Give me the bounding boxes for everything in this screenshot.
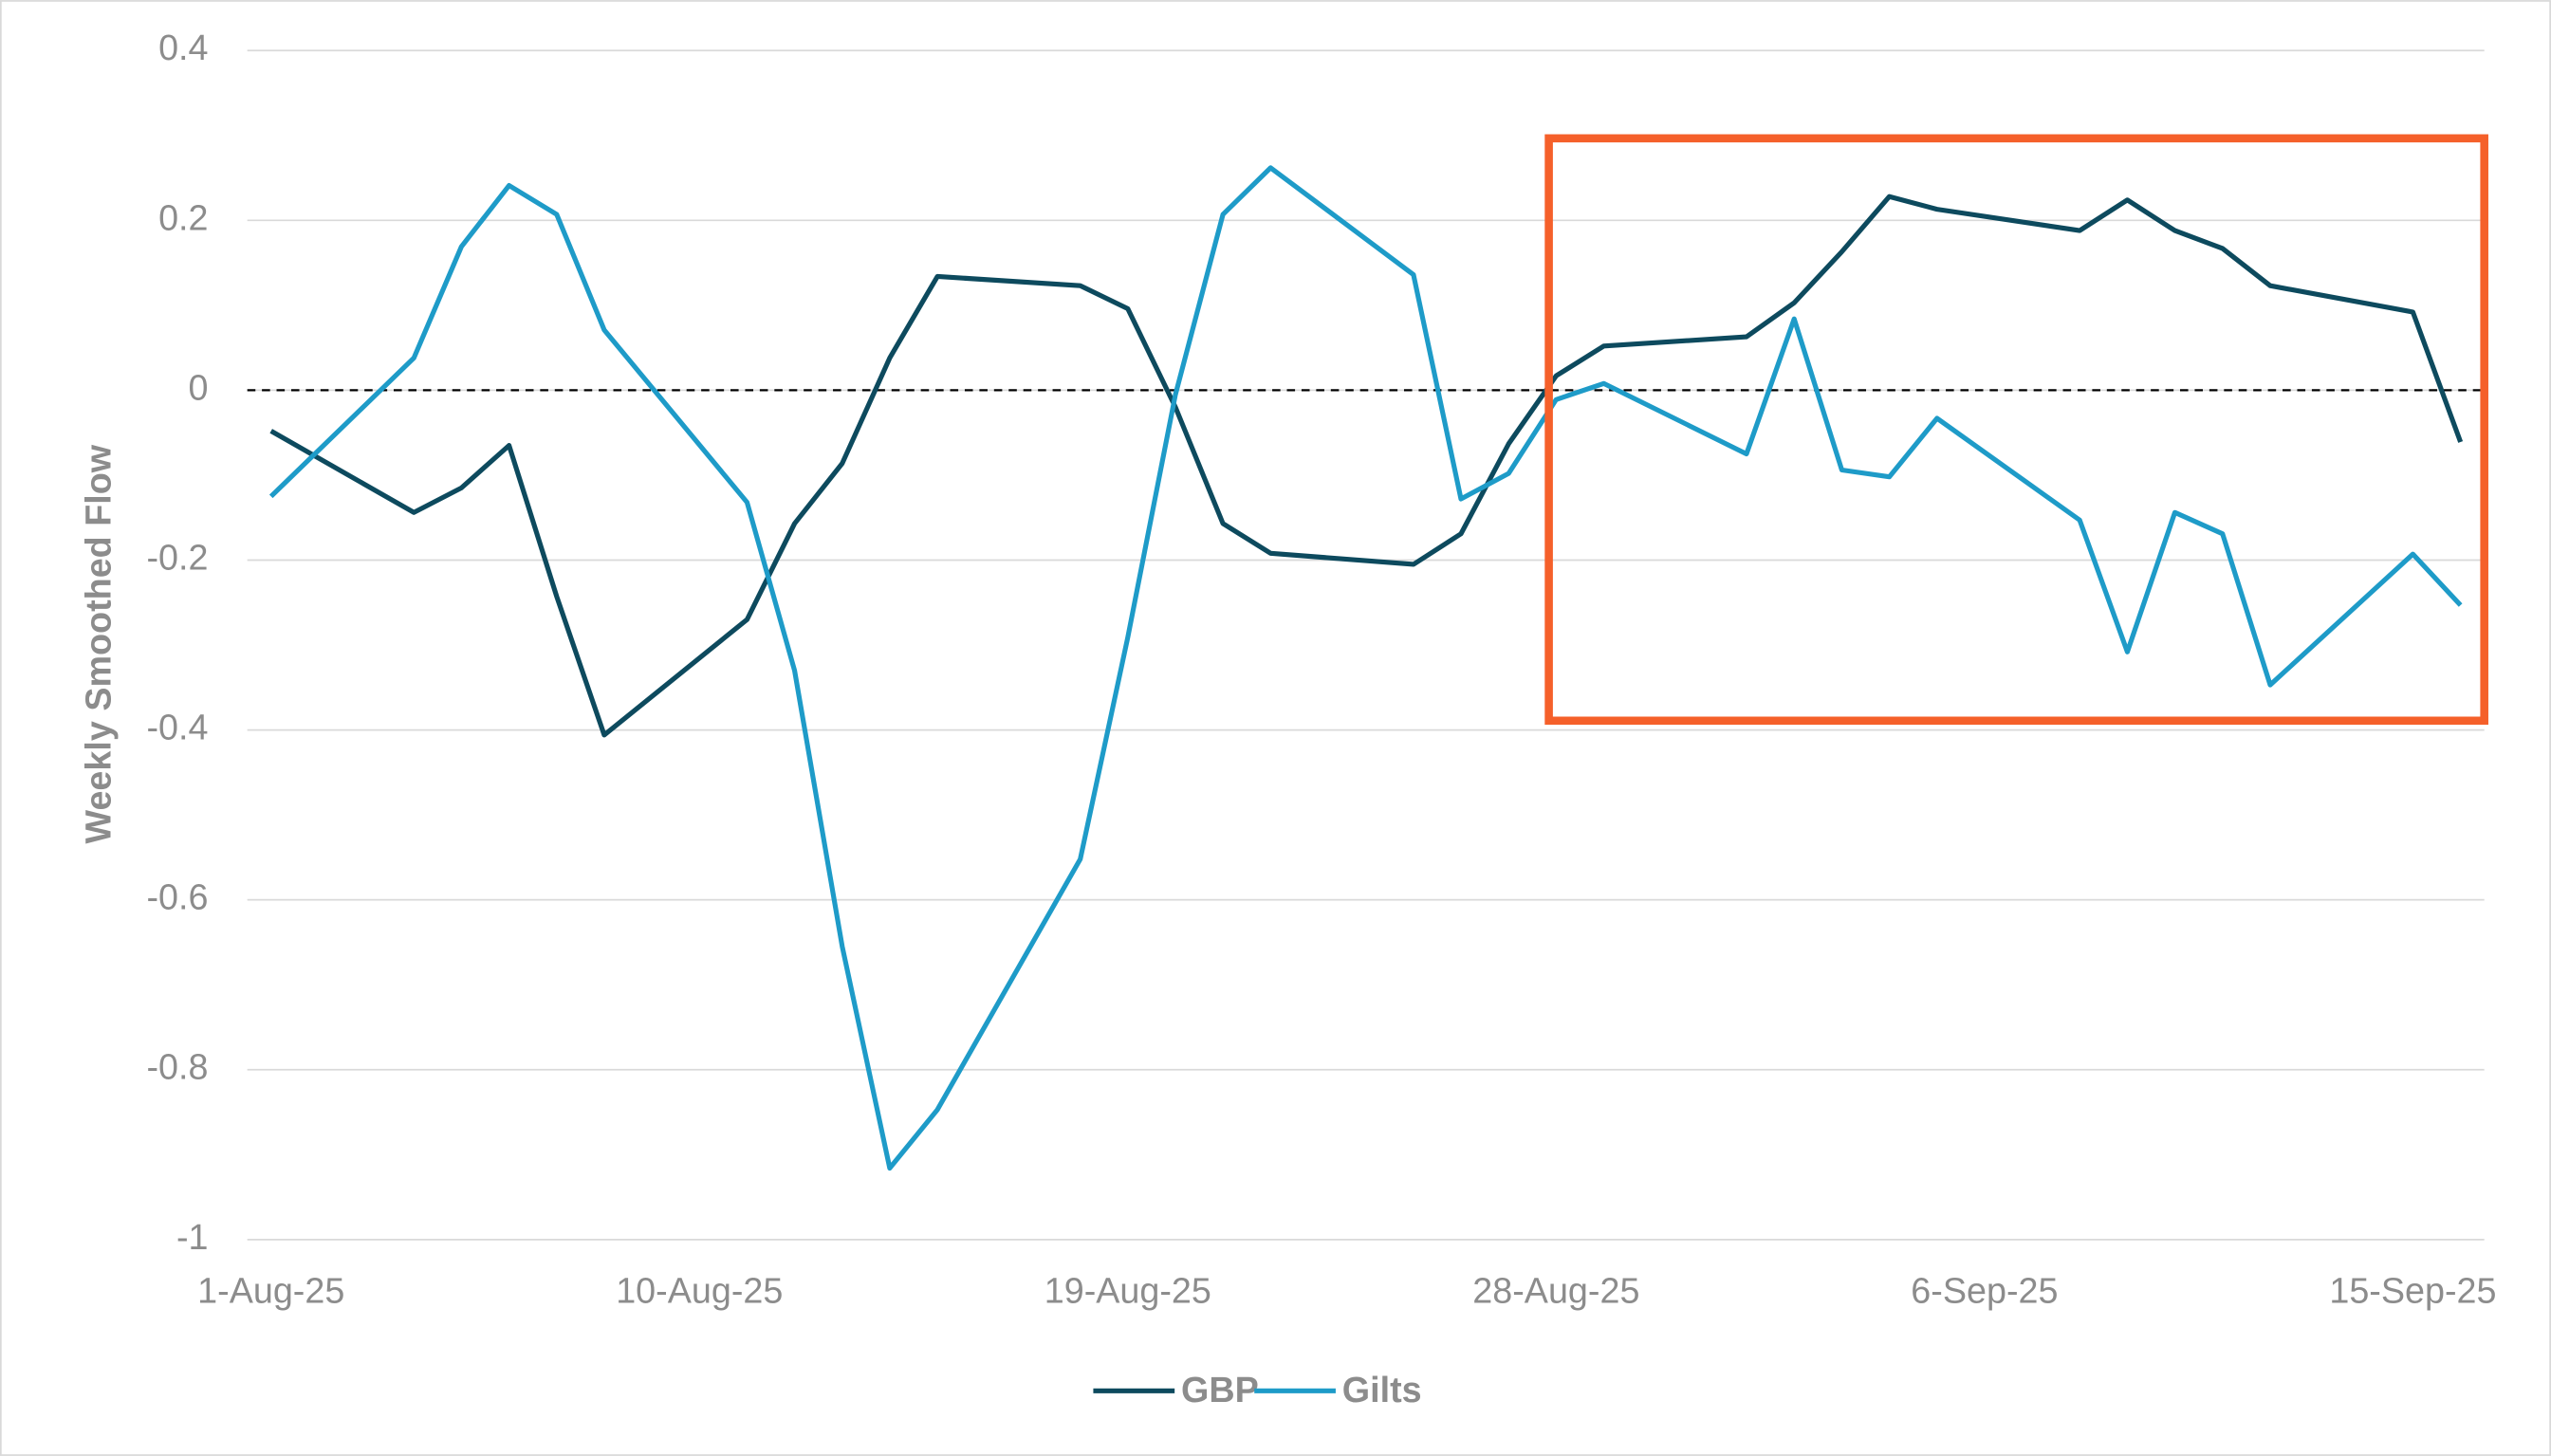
legend-label: Gilts	[1342, 1370, 1422, 1410]
y-tick-label: 0	[189, 367, 209, 407]
plot-area: 0.4 0.2 0 -0.2 -0.4 -0.6 -0.8 -1 1-Aug-25 10-Aug-…	[147, 28, 2497, 1310]
legend: GBP Gilts	[1093, 1370, 1422, 1410]
highlight-box	[1544, 134, 2488, 726]
y-tick-label: 0.4	[158, 28, 208, 67]
x-tick-label: 10-Aug-25	[616, 1270, 783, 1310]
series-line	[268, 165, 2463, 1171]
y-tick-label: 0.2	[158, 197, 208, 237]
y-tick-label: -1	[176, 1217, 209, 1257]
x-tick-label: 6-Sep-25	[1911, 1270, 2058, 1310]
legend-label: GBP	[1181, 1370, 1259, 1410]
series-line	[269, 194, 2464, 738]
x-tick-label: 15-Sep-25	[2329, 1270, 2496, 1310]
x-tick-label: 28-Aug-25	[1472, 1270, 1639, 1310]
x-tick-label: 19-Aug-25	[1044, 1270, 1211, 1310]
y-tick-label: -0.8	[147, 1047, 209, 1087]
x-tick-label: 1-Aug-25	[197, 1270, 344, 1310]
y-tick-label: -0.4	[147, 708, 209, 747]
y-tick-label: -0.6	[147, 877, 209, 917]
y-axis-label: Weekly Smoothed Flow	[78, 444, 118, 843]
y-tick-label: -0.2	[147, 537, 209, 577]
